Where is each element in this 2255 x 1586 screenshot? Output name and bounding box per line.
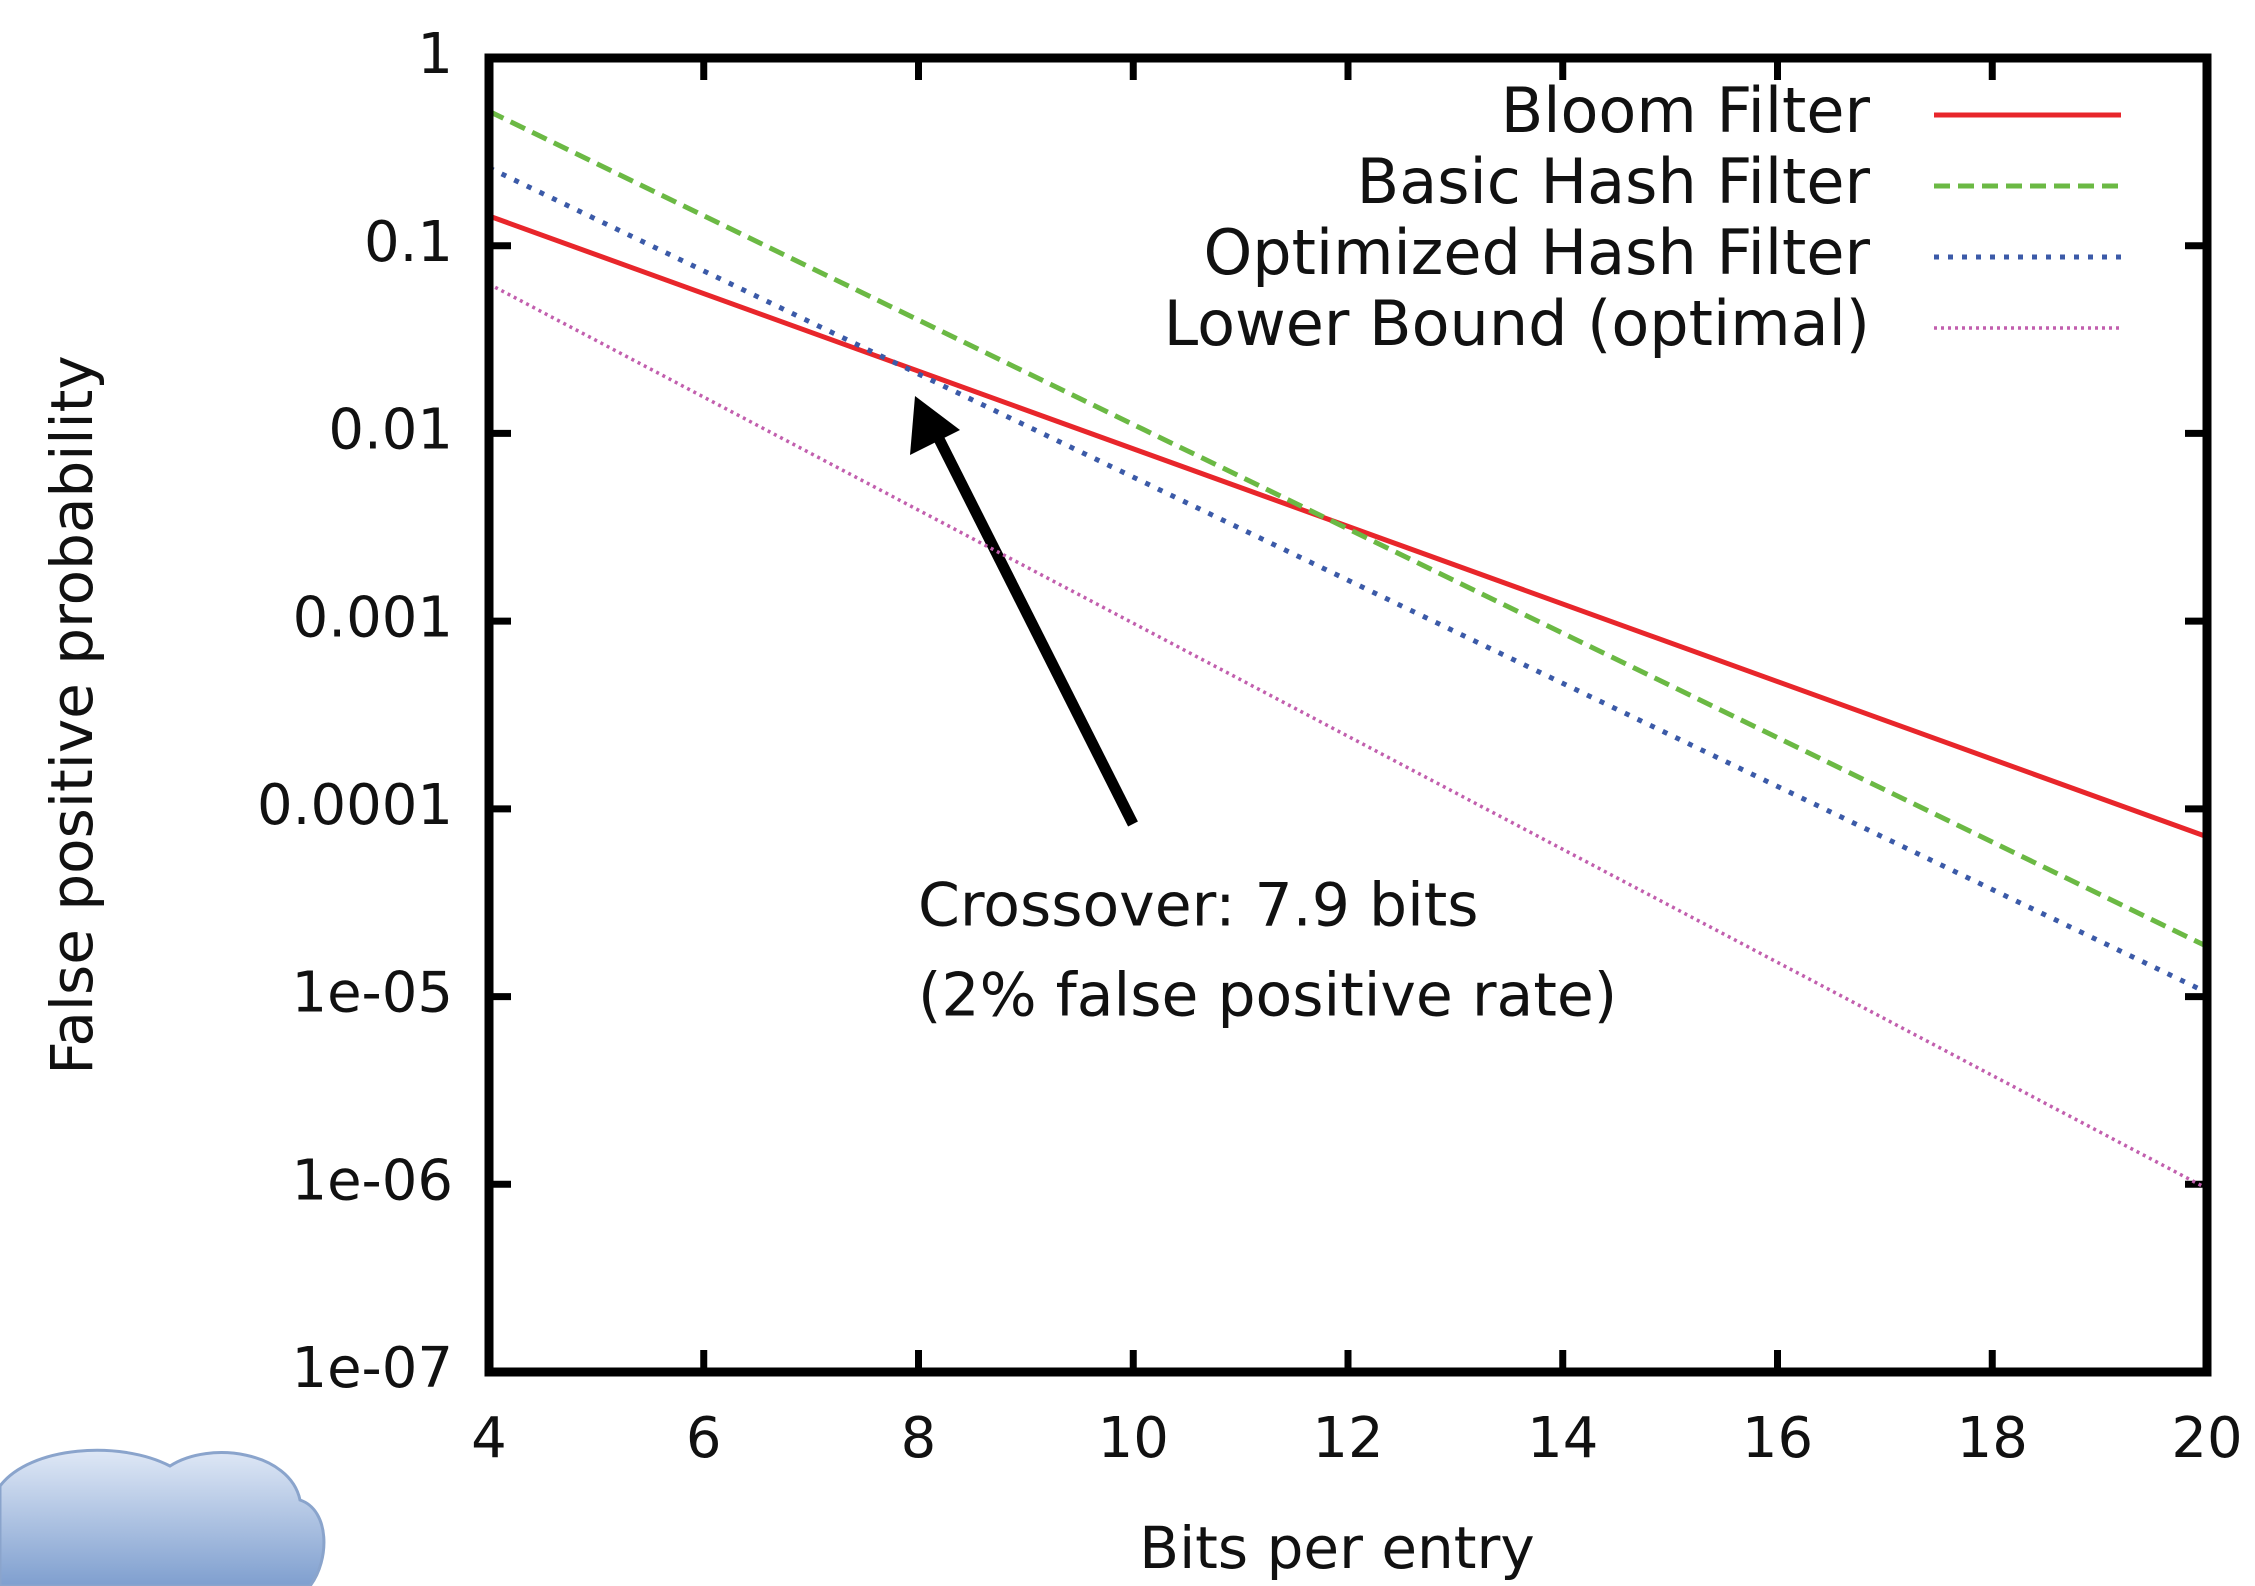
x-tick-label: 6 [686,1406,722,1471]
x-tick-label: 14 [1527,1406,1598,1471]
plot-frame [484,53,2212,1377]
series-line [489,165,2207,995]
legend-label: Lower Bound (optimal) [1164,287,1870,360]
plot-area [489,109,2207,1191]
x-tick-label: 20 [2171,1406,2242,1471]
x-tick-label: 12 [1312,1406,1383,1471]
y-tick-label: 0.01 [328,398,453,463]
cloud-decoration [0,1448,326,1586]
y-tick-label: 1e-07 [291,1336,453,1401]
y-tick-label: 1e-05 [291,961,453,1026]
y-axis-title: False positive probability [38,355,106,1074]
x-tick-label: 18 [1957,1406,2028,1471]
x-tick-label: 8 [901,1406,937,1471]
annotation-line: Crossover: 7.9 bits [918,871,1479,941]
legend-label: Bloom Filter [1501,74,1871,147]
x-tick-label: 4 [471,1406,507,1471]
series-line [489,213,2207,840]
series-line [489,109,2207,949]
x-axis-title: Bits per entry [1139,1514,1534,1582]
annotation-line: (2% false positive rate) [918,961,1617,1031]
series-line [489,282,2207,1191]
y-tick-label: 1e-06 [291,1148,453,1213]
legend-label: Optimized Hash Filter [1203,216,1870,289]
y-tick-label: 1 [417,22,453,87]
y-tick-label: 0.1 [364,210,453,275]
legend-label: Basic Hash Filter [1357,145,1871,218]
x-tick-label: 16 [1742,1406,1813,1471]
annotation-arrow [910,396,1138,827]
y-tick-label: 0.0001 [257,773,453,838]
x-tick-label: 10 [1098,1406,1169,1471]
y-tick-label: 0.001 [293,585,453,650]
